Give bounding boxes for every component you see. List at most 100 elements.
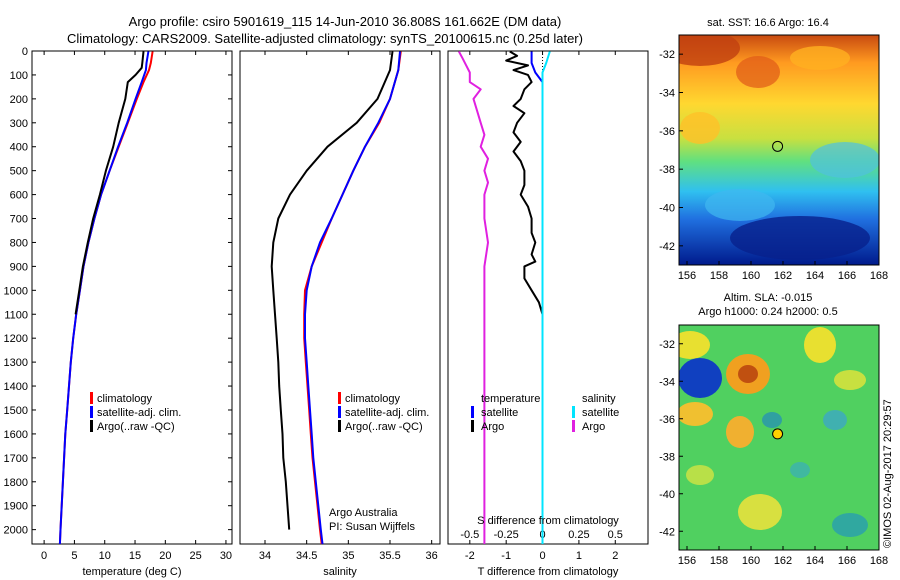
map-x-tick-label: 156 [678, 555, 696, 567]
series-line-sal_argo [458, 51, 489, 544]
annotation-line2: PI: Susan Wijffels [329, 521, 415, 533]
map-y-tick-label: -36 [659, 126, 675, 138]
x-tick-label: -1 [501, 550, 511, 562]
sla-map-title-line1: Altim. SLA: -0.015 [724, 292, 813, 304]
y-tick-label: 1000 [4, 285, 28, 297]
map-x-tick-label: 162 [774, 555, 792, 567]
sla-high-patch [738, 494, 782, 530]
legend-label-climatology: climatology [97, 393, 153, 405]
x-tick-label: 0 [41, 550, 47, 562]
map-x-tick-label: 158 [710, 270, 728, 282]
y-tick-label: 1200 [4, 333, 28, 345]
sla-low-patch [823, 410, 847, 430]
sla-high-patch [679, 402, 713, 426]
sla-low-patch [762, 412, 782, 428]
temperature-panel-frame [31, 50, 233, 545]
sla-high-patch [738, 365, 758, 383]
y-tick-label: 0 [22, 46, 28, 58]
x-axis-label: temperature (deg C) [82, 566, 181, 578]
legend-label-t-argo: Argo [481, 421, 504, 433]
y-tick-label: 100 [10, 70, 28, 82]
map-y-tick-label: -38 [659, 164, 675, 176]
legend-swatch-t-argo [471, 420, 474, 432]
y-tick-label: 1400 [4, 381, 28, 393]
y-tick-label: 1700 [4, 453, 28, 465]
y-tick-label: 800 [10, 237, 28, 249]
map-y-tick-label: -42 [659, 241, 675, 253]
y-tick-label: 900 [10, 261, 28, 273]
sla-high-patch [834, 370, 866, 390]
map-y-tick-label: -38 [659, 451, 675, 463]
sst-map-title: sat. SST: 16.6 Argo: 16.4 [707, 17, 829, 29]
series-line-argo [74, 51, 145, 315]
top-tick-label: 0.5 [608, 529, 623, 541]
sst-warm-patch [790, 46, 850, 70]
legend-swatch-t-satellite [471, 406, 474, 418]
sla-high-patch [686, 465, 714, 485]
sla-low-patch [790, 462, 810, 478]
sla-map-title-line2: Argo h1000: 0.24 h2000: 0.5 [698, 306, 837, 318]
map-y-tick-label: -40 [659, 489, 675, 501]
legend-swatch-s-argo [572, 420, 575, 432]
map-x-tick-label: 164 [806, 270, 824, 282]
argo-position-marker [772, 428, 784, 440]
salinity-legend: climatology satellite-adj. clim. Argo(..… [329, 392, 429, 533]
sst-cold-patch [730, 216, 870, 260]
map-x-tick-label: 168 [870, 270, 888, 282]
x-tick-label: 15 [129, 550, 141, 562]
x-tick-label: 35 [342, 550, 354, 562]
legend-swatch-climatology [338, 392, 341, 404]
map-y-tick-label: -40 [659, 203, 675, 215]
map-y-tick-label: -34 [659, 88, 675, 100]
series-line-argo [270, 51, 394, 530]
y-tick-label: 1100 [4, 309, 28, 321]
y-tick-label: 400 [10, 142, 28, 154]
x-tick-label: 0 [539, 550, 545, 562]
annotation-line1: Argo Australia [329, 507, 398, 519]
sla-high-patch [726, 416, 754, 448]
series-line-satellite [304, 51, 401, 545]
x-axis-label: T difference from climatology [478, 566, 619, 578]
legend-label-satellite: satellite-adj. clim. [345, 407, 429, 419]
argo-position-marker [772, 140, 784, 152]
map-x-tick-label: 166 [838, 270, 856, 282]
sla-high-patch [679, 331, 710, 359]
map-x-tick-label: 158 [710, 555, 728, 567]
x-tick-label: 1 [576, 550, 582, 562]
legend-swatch-satellite [338, 406, 341, 418]
salinity-panel-frame [239, 50, 441, 545]
map-x-tick-label: 156 [678, 270, 696, 282]
legend-swatch-satellite [90, 406, 93, 418]
temperature-panel: 0100200300400500600700800900100011001200… [4, 46, 233, 578]
map-x-tick-label: 160 [742, 270, 760, 282]
watermark: ©IMOS 02-Aug-2017 20:29:57 [882, 399, 894, 548]
difference-panel-frame [447, 50, 649, 545]
legend-label-s-argo: Argo [582, 421, 605, 433]
series-line-sal_satellite [541, 51, 551, 544]
sst-cool-patch [810, 142, 879, 178]
temperature-legend: climatology satellite-adj. clim. Argo(..… [90, 392, 181, 433]
top-tick-label: -0.25 [494, 529, 519, 541]
y-tick-label: 200 [10, 94, 28, 106]
y-tick-label: 300 [10, 118, 28, 130]
map-x-tick-label: 168 [870, 555, 888, 567]
map-x-tick-label: 164 [806, 555, 824, 567]
legend-swatch-climatology [90, 392, 93, 404]
x-tick-label: 30 [220, 550, 232, 562]
sla-high-patch [804, 327, 836, 363]
legend-swatch-argo [338, 420, 341, 432]
top-tick-label: -0.5 [460, 529, 479, 541]
header-line2: Climatology: CARS2009. Satellite-adjuste… [67, 31, 583, 46]
legend-header-salinity: salinity [582, 393, 616, 405]
top-axis-label: S difference from climatology [477, 515, 619, 527]
x-tick-label: 35.5 [379, 550, 400, 562]
series-line-satellite [58, 51, 150, 545]
legend-header-temperature: temperature [481, 393, 540, 405]
x-tick-label: 5 [71, 550, 77, 562]
x-tick-label: 25 [190, 550, 202, 562]
y-tick-label: 1800 [4, 477, 28, 489]
x-tick-label: 36 [426, 550, 438, 562]
legend-label-argo: Argo(..raw -QC) [345, 421, 423, 433]
